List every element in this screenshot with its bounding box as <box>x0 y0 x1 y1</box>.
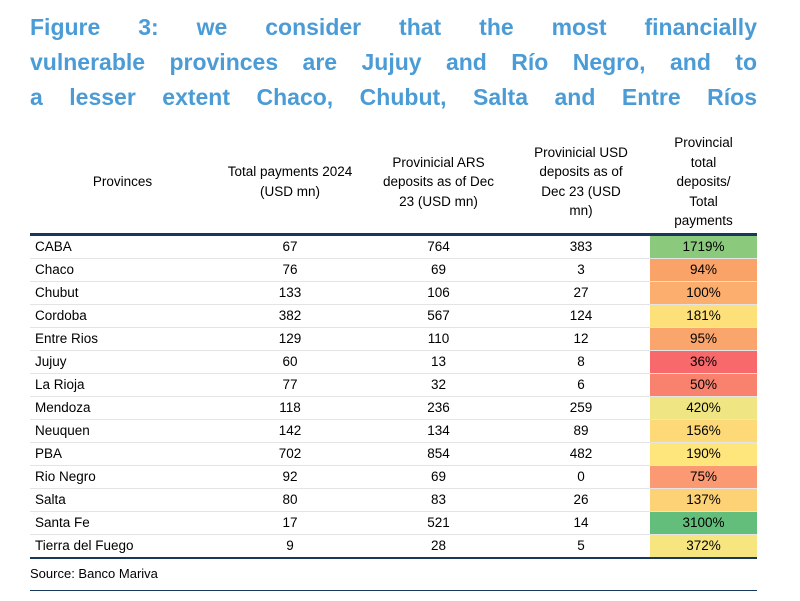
usd-deposits-value: 6 <box>512 373 650 397</box>
figure-title: Figure 3: we consider that the most fina… <box>30 10 757 115</box>
col-header-total-payments: Total payments 2024 (USD mn) <box>215 131 365 236</box>
table-row: Tierra del Fuego 9 28 5 372% <box>30 534 757 559</box>
ratio-value: 137% <box>650 488 757 512</box>
usd-deposits-value: 3 <box>512 258 650 282</box>
province-name: Chaco <box>30 258 215 282</box>
province-name: CABA <box>30 234 215 259</box>
ratio-value: 1719% <box>650 234 757 259</box>
provinces-table: Provinces Total payments 2024 (USD mn) P… <box>30 131 757 559</box>
table-row: Mendoza 118 236 259 420% <box>30 396 757 420</box>
ratio-value: 36% <box>650 350 757 374</box>
payments-value: 129 <box>215 327 365 351</box>
province-name: Mendoza <box>30 396 215 420</box>
usd-deposits-value: 383 <box>512 234 650 259</box>
ars-deposits-value: 83 <box>365 488 512 512</box>
col-header-usd-deposits: Provinicial USD deposits as of Dec 23 (U… <box>512 131 650 236</box>
ratio-value: 190% <box>650 442 757 466</box>
ars-deposits-value: 69 <box>365 465 512 489</box>
table-row: CABA 67 764 383 1719% <box>30 234 757 259</box>
usd-deposits-value: 14 <box>512 511 650 535</box>
ars-deposits-value: 32 <box>365 373 512 397</box>
province-name: Cordoba <box>30 304 215 328</box>
payments-value: 60 <box>215 350 365 374</box>
figure-title-line: Figure 3: we consider that the most fina… <box>30 14 757 40</box>
col-header-ars-deposits: Provinicial ARS deposits as of Dec 23 (U… <box>365 131 512 236</box>
payments-value: 118 <box>215 396 365 420</box>
table-row: Salta 80 83 26 137% <box>30 488 757 512</box>
table-row: Entre Rios 129 110 12 95% <box>30 327 757 351</box>
table-row: Chubut 133 106 27 100% <box>30 281 757 305</box>
usd-deposits-value: 5 <box>512 534 650 559</box>
table-header-row: Provinces Total payments 2024 (USD mn) P… <box>30 131 757 236</box>
source-note: Source: Banco Mariva <box>30 559 757 591</box>
table-row: La Rioja 77 32 6 50% <box>30 373 757 397</box>
province-name: Neuquen <box>30 419 215 443</box>
province-name: Chubut <box>30 281 215 305</box>
figure-title-line: vulnerable provinces are Jujuy and Río N… <box>30 49 757 75</box>
ratio-value: 372% <box>650 534 757 559</box>
payments-value: 80 <box>215 488 365 512</box>
payments-value: 77 <box>215 373 365 397</box>
payments-value: 76 <box>215 258 365 282</box>
payments-value: 92 <box>215 465 365 489</box>
ars-deposits-value: 13 <box>365 350 512 374</box>
payments-value: 382 <box>215 304 365 328</box>
province-name: Salta <box>30 488 215 512</box>
table-row: Rio Negro 92 69 0 75% <box>30 465 757 489</box>
usd-deposits-value: 89 <box>512 419 650 443</box>
usd-deposits-value: 124 <box>512 304 650 328</box>
payments-value: 67 <box>215 234 365 259</box>
ratio-value: 181% <box>650 304 757 328</box>
usd-deposits-value: 0 <box>512 465 650 489</box>
payments-value: 17 <box>215 511 365 535</box>
province-name: Jujuy <box>30 350 215 374</box>
ars-deposits-value: 134 <box>365 419 512 443</box>
table-body: CABA 67 764 383 1719% Chaco 76 69 3 94% … <box>30 234 757 559</box>
ars-deposits-value: 106 <box>365 281 512 305</box>
ars-deposits-value: 110 <box>365 327 512 351</box>
col-header-deposits-ratio: Provincial total deposits/ Total payment… <box>650 131 757 236</box>
ars-deposits-value: 521 <box>365 511 512 535</box>
province-name: Santa Fe <box>30 511 215 535</box>
ars-deposits-value: 69 <box>365 258 512 282</box>
province-name: Tierra del Fuego <box>30 534 215 559</box>
province-name: La Rioja <box>30 373 215 397</box>
table-row: Neuquen 142 134 89 156% <box>30 419 757 443</box>
usd-deposits-value: 27 <box>512 281 650 305</box>
usd-deposits-value: 482 <box>512 442 650 466</box>
ratio-value: 420% <box>650 396 757 420</box>
figure-title-line: a lesser extent Chaco, Chubut, Salta and… <box>30 84 757 110</box>
ratio-value: 50% <box>650 373 757 397</box>
ars-deposits-value: 764 <box>365 234 512 259</box>
usd-deposits-value: 26 <box>512 488 650 512</box>
table-row: PBA 702 854 482 190% <box>30 442 757 466</box>
col-header-provinces: Provinces <box>30 131 215 236</box>
payments-value: 702 <box>215 442 365 466</box>
ars-deposits-value: 28 <box>365 534 512 559</box>
table-row: Santa Fe 17 521 14 3100% <box>30 511 757 535</box>
payments-value: 133 <box>215 281 365 305</box>
usd-deposits-value: 259 <box>512 396 650 420</box>
ratio-value: 75% <box>650 465 757 489</box>
ratio-value: 95% <box>650 327 757 351</box>
ars-deposits-value: 854 <box>365 442 512 466</box>
ratio-value: 3100% <box>650 511 757 535</box>
ratio-value: 100% <box>650 281 757 305</box>
ars-deposits-value: 236 <box>365 396 512 420</box>
usd-deposits-value: 12 <box>512 327 650 351</box>
province-name: Entre Rios <box>30 327 215 351</box>
province-name: Rio Negro <box>30 465 215 489</box>
ratio-value: 156% <box>650 419 757 443</box>
table-row: Chaco 76 69 3 94% <box>30 258 757 282</box>
usd-deposits-value: 8 <box>512 350 650 374</box>
payments-value: 142 <box>215 419 365 443</box>
payments-value: 9 <box>215 534 365 559</box>
ratio-value: 94% <box>650 258 757 282</box>
table-row: Cordoba 382 567 124 181% <box>30 304 757 328</box>
province-name: PBA <box>30 442 215 466</box>
ars-deposits-value: 567 <box>365 304 512 328</box>
table-row: Jujuy 60 13 8 36% <box>30 350 757 374</box>
table-header: Provinces Total payments 2024 (USD mn) P… <box>30 131 757 236</box>
